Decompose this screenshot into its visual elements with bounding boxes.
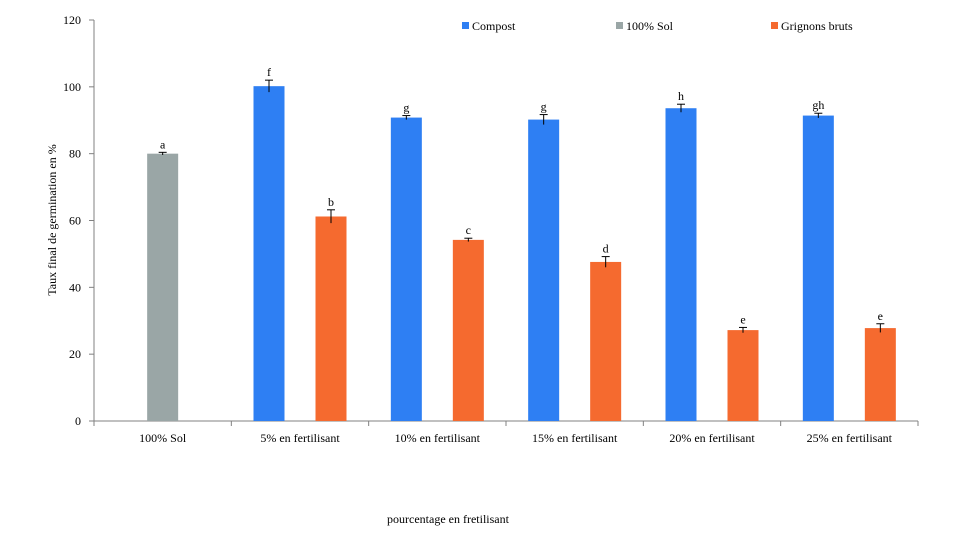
bar-compost-15pct-en-fertilisant <box>528 119 560 421</box>
y-axis-title: Taux final de germination en % <box>45 144 59 295</box>
x-axis-title: pourcentage en fretilisant <box>387 512 510 526</box>
bar-grignons-bruts-25pct-en-fertilisant <box>864 328 896 421</box>
significance-label: g <box>541 100 547 114</box>
significance-label: f <box>267 65 271 79</box>
bar-compost-20pct-en-fertilisant <box>665 108 697 421</box>
y-tick-label: 100 <box>63 80 81 94</box>
x-tick-label: 20% en fertilisant <box>669 431 755 445</box>
x-tick-label: 10% en fertilisant <box>395 431 481 445</box>
bar-grignons-bruts-5pct-en-fertilisant <box>315 216 347 421</box>
legend-swatch-grignons-bruts <box>771 22 778 29</box>
y-tick-label: 80 <box>69 147 81 161</box>
significance-label: b <box>328 195 334 209</box>
legend-label-compost: Compost <box>472 19 516 33</box>
x-tick-label: 5% en fertilisant <box>260 431 340 445</box>
bar-grignons-bruts-10pct-en-fertilisant <box>452 239 484 421</box>
bar-compost-5pct-en-fertilisant <box>253 86 285 421</box>
axes <box>93 20 918 422</box>
significance-label: d <box>603 242 609 256</box>
legend-swatch-compost <box>462 22 469 29</box>
y-tick-label: 40 <box>69 280 81 294</box>
significance-label: gh <box>812 98 824 112</box>
y-axis-ticks: 0 20 40 60 80 100 120 <box>63 13 94 428</box>
legend-swatch-100pct-sol <box>616 22 623 29</box>
significance-label: e <box>740 312 745 326</box>
y-tick-label: 120 <box>63 13 81 27</box>
significance-label: a <box>160 137 166 151</box>
y-tick-label: 20 <box>69 347 81 361</box>
legend: Compost 100% Sol Grignons bruts <box>462 19 853 33</box>
significance-label: h <box>678 89 684 103</box>
bar-grignons-bruts-15pct-en-fertilisant <box>590 261 622 421</box>
legend-label-100pct-sol: 100% Sol <box>626 19 674 33</box>
bar-grignons-bruts-20pct-en-fertilisant <box>727 330 759 421</box>
bar-100pct-sol-100pct-sol <box>147 153 179 421</box>
y-tick-label: 0 <box>75 414 81 428</box>
x-tick-label: 25% en fertilisant <box>807 431 893 445</box>
significance-label: e <box>878 309 883 323</box>
significance-label: g <box>403 101 409 115</box>
x-tick-label: 100% Sol <box>139 431 187 445</box>
legend-label-grignons-bruts: Grignons bruts <box>781 19 853 33</box>
bar-compost-10pct-en-fertilisant <box>390 117 422 422</box>
significance-label: c <box>466 223 471 237</box>
bars: a f b g c g d h e gh e <box>147 65 896 422</box>
bar-compost-25pct-en-fertilisant <box>802 115 834 422</box>
x-tick-label: 15% en fertilisant <box>532 431 618 445</box>
x-axis-ticks: 100% Sol 5% en fertilisant 10% en fertilis… <box>93 421 919 445</box>
y-tick-label: 60 <box>69 214 81 228</box>
